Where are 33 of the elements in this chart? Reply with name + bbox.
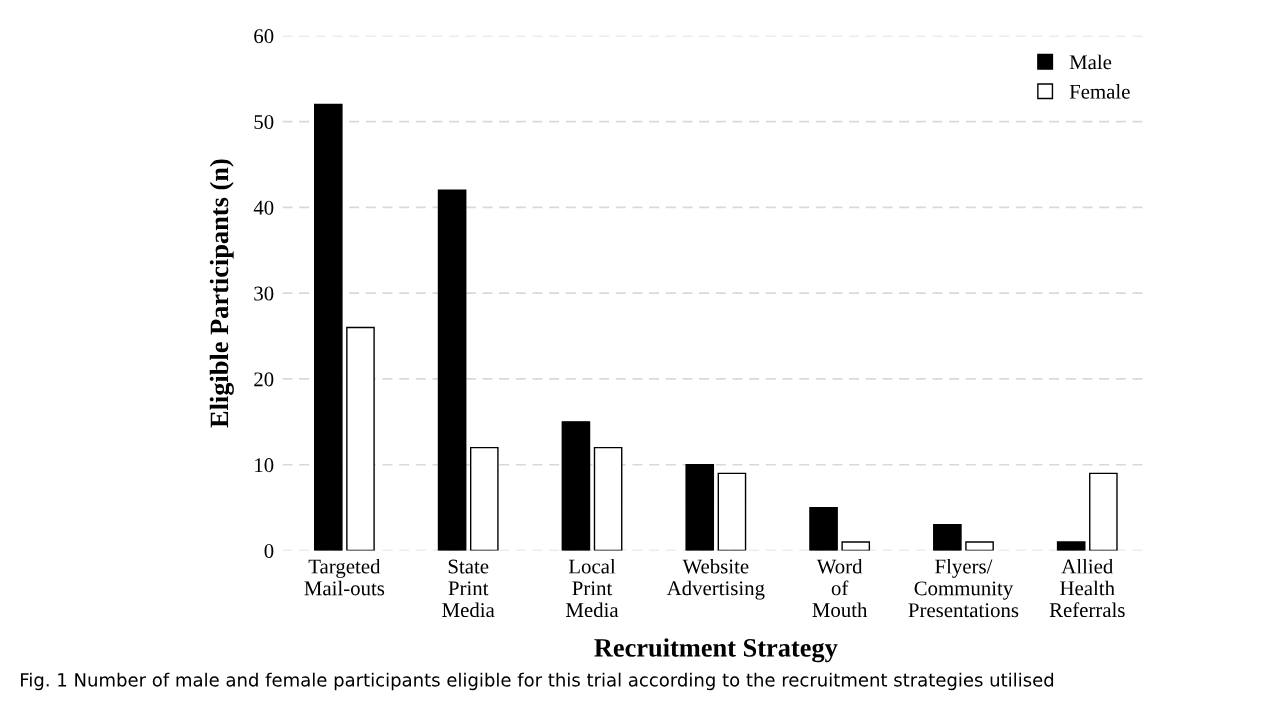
bar (469, 446, 499, 551)
y-tick-label: 60 (254, 29, 274, 44)
bar (933, 524, 962, 551)
x-tick-label: Website Advertising (666, 558, 765, 600)
bar (717, 472, 747, 551)
x-tick-label: Targeted Mail-outs (304, 558, 385, 596)
bar (593, 446, 623, 551)
y-axis-title: Eligible Participants (n) (209, 159, 234, 428)
y-tick-label: 10 (255, 458, 274, 473)
legend-label: Male (1069, 54, 1112, 70)
bar (1056, 541, 1086, 551)
x-axis-title: Recruitment Strategy (594, 638, 838, 663)
y-tick-label: 40 (253, 200, 274, 215)
y-tick-label: 50 (254, 114, 274, 129)
x-tick-label: Local Print Media (566, 558, 619, 618)
bar (313, 103, 343, 551)
x-tick-label: State Print Media (442, 559, 495, 618)
y-tick-label: 0 (264, 543, 274, 558)
y-tick-label: 20 (254, 372, 274, 387)
bar (809, 506, 838, 551)
bar (1089, 472, 1118, 551)
legend-label: Female (1069, 84, 1130, 99)
bar (561, 421, 591, 551)
bar (346, 326, 375, 551)
x-tick-label: Allied Health Referrals (1049, 558, 1125, 618)
bar (685, 464, 715, 551)
bar (841, 541, 871, 551)
x-tick-label: Flyers/ Community Presentations (908, 558, 1019, 618)
bar (965, 541, 994, 551)
x-tick-label: Word of Mouth (812, 558, 868, 618)
caption: Fig. 1 Number of male and female participants eligible for this trial according to the recruitment strategies utilised (21, 672, 1054, 691)
bar (437, 189, 467, 551)
y-tick-label: 30 (254, 286, 274, 301)
